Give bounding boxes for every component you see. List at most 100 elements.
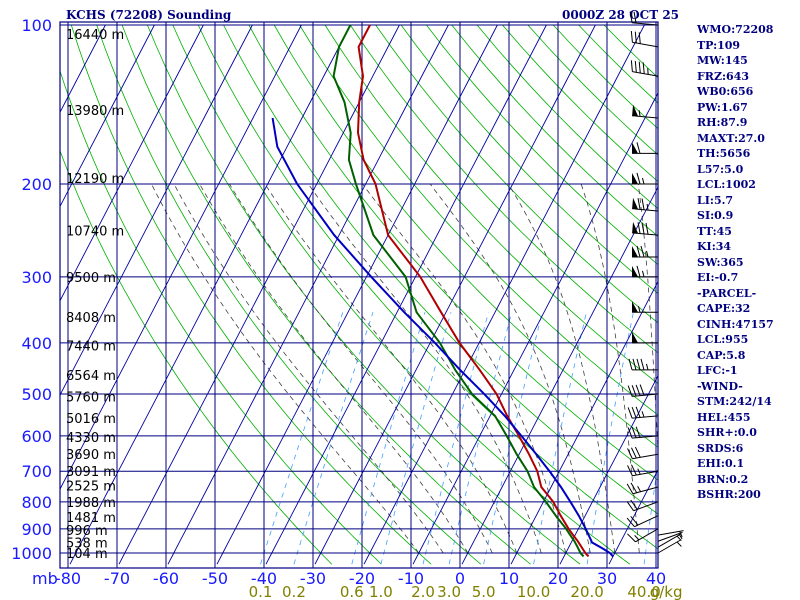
wind-barb [626,515,659,528]
wind-barb-flag [635,406,641,418]
dry-adiabat-line [324,24,658,385]
height-label: 4330 m [66,431,116,446]
dry-adiabat-line [147,24,581,565]
wind-barb [626,499,659,512]
wind-barb-staff [632,393,659,397]
mixing-ratio-label: g/kg [650,583,683,600]
wind-barb-pennant [632,104,639,117]
wind-barb-half-flag [642,177,645,185]
wind-barb-staff [632,486,659,495]
wind-barb-pennant [632,221,639,234]
mixing-ratio-label: 0.2 [282,583,306,600]
index-item: HEL:455 [697,410,751,424]
wind-barb-flag [638,61,641,74]
mixing-ratio-label: 5.0 [472,583,496,600]
wind-barb-flag [627,427,633,439]
height-label: 5016 m [66,412,116,427]
index-item: BSHR:200 [697,488,761,501]
wind-barb [632,331,658,344]
isotherm-line [69,24,351,565]
index-item: TH:5656 [697,147,751,160]
valid-time: 0000Z 28 OCT 25 [562,8,680,22]
wind-barb-flag [635,426,641,438]
wind-barb-staff [632,453,659,460]
wind-barb-staff [633,501,659,512]
pressure-tick-label: 800 [21,493,52,512]
index-item: WB0:656 [697,85,754,98]
wind-barb-staff [632,415,659,419]
wind-barb [632,301,658,313]
wind-barbs [626,11,684,554]
wind-barb-flag [626,483,634,495]
index-item: LCL:955 [697,333,749,346]
isotherm-line [314,24,596,565]
dry-adiabat-line [299,24,658,416]
wind-barb-flag [627,533,636,543]
pressure-tick-label: 400 [21,334,52,353]
wind-barb [628,358,658,371]
index-item: TT:45 [697,224,732,238]
wind-barb-pennant [632,331,638,343]
isotherm-line [216,24,498,565]
wind-barb-flag [634,446,641,458]
moist-adiabat-line [362,183,567,554]
wind-barb [630,60,659,77]
isotherm-line [510,280,658,565]
wind-barb [657,539,682,554]
wind-barb-flag [626,501,634,512]
dry-adiabat-line [349,24,658,354]
temperature-tick-label: 0 [455,569,465,588]
wind-barb-flag [627,385,633,397]
temperature-tick-label: -80 [55,569,81,588]
wind-barb-staff [632,208,659,212]
dry-adiabat-line [70,24,432,565]
dry-adiabat-line [172,24,631,565]
height-label: 7440 m [66,340,116,355]
wind-barb-flag [631,447,637,459]
wind-barb-flag [631,406,637,419]
index-item: SW:365 [697,255,744,269]
pressure-tick-label: 100 [21,16,52,35]
wind-barb-pennant [632,245,638,257]
index-item: CAP:5.8 [697,348,746,362]
mixing-ratio-label: 20.0 [570,583,603,600]
height-label: 8408 m [66,311,116,326]
mixing-ratio-line [643,461,658,565]
index-item: PW:1.67 [697,100,748,114]
index-item: LFC:-1 [697,364,738,377]
height-label: 1481 m [66,511,116,526]
wind-barb-half-flag [637,486,642,492]
pressure-tick-label: 600 [21,427,52,446]
mixing-ratio-label: 2.0 [411,583,435,600]
wind-barb [630,30,659,48]
temperature-tick-label: 10 [499,569,519,588]
wind-barb [632,197,659,212]
wind-barb-flag [636,265,641,278]
wind-barb [632,104,659,119]
wind-barb [627,426,659,439]
isotherm-line [60,24,204,302]
dry-adiabat-line [223,24,658,515]
mixing-ratio-label: 10.0 [517,583,550,600]
index-item: LCL:1002 [697,178,756,191]
moist-adiabat-line [151,183,420,554]
moist-adiabat-line [307,183,542,554]
wind-barb [657,531,683,542]
wind-barb-flag [627,448,633,459]
wind-barb [627,528,659,543]
temperature-tick-label: 30 [597,569,617,588]
wind-barb-staff [657,539,681,554]
wind-barb-staff [657,530,684,536]
isotherm-line [559,374,658,565]
wind-barb-half-flag [646,250,649,258]
mixing-ratio-label: 0.6 [340,583,364,600]
wind-barb-flag [642,62,645,74]
pressure-tick-label: 900 [21,520,52,539]
wind-barb-flag [637,222,641,234]
wind-barb-flag [639,384,645,396]
wind-barb-flag [645,222,649,235]
height-label: 538 m [66,536,108,551]
parcel-profile-line [271,117,614,558]
wind-barb-half-flag [646,203,649,211]
